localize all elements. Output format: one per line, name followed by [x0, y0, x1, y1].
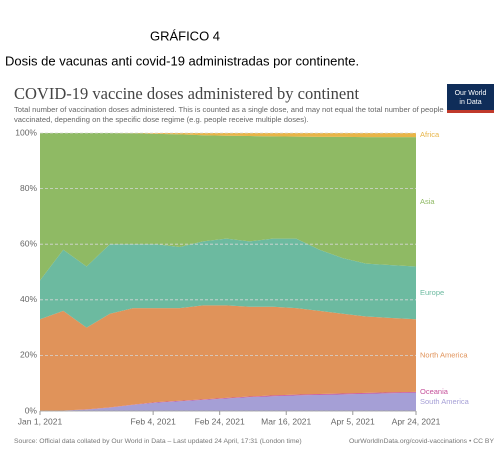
area	[40, 392, 416, 411]
x-tick-label: Mar 16, 2021	[261, 416, 311, 426]
heading: GRÁFICO 4	[150, 28, 220, 43]
legend-label: Africa	[420, 130, 440, 139]
logo-text: Our World	[455, 90, 487, 97]
source-note: Source: Official data collated by Our Wo…	[14, 438, 302, 445]
chart-subtitle: vaccinated, depending on the specific do…	[14, 115, 309, 124]
y-tick-label: 0%	[25, 405, 38, 415]
area	[40, 238, 416, 328]
area	[40, 133, 416, 281]
caption: Dosis de vacunas anti covid-19 administr…	[5, 53, 359, 68]
legend-label: Oceania	[420, 387, 449, 396]
y-tick-label: 100%	[15, 127, 37, 137]
chart-title: COVID-19 vaccine doses administered by c…	[14, 84, 359, 103]
legend-label: Europe	[420, 288, 444, 297]
logo-box	[447, 84, 494, 113]
x-tick-label: Jan 1, 2021	[18, 416, 63, 426]
legend-label: Asia	[420, 197, 435, 206]
x-tick-label: Feb 24, 2021	[195, 416, 245, 426]
area	[40, 305, 416, 411]
license-note: OurWorldInData.org/covid-vaccinations • …	[349, 438, 495, 445]
legend-label: North America	[420, 351, 468, 360]
x-tick-label: Feb 4, 2021	[130, 416, 176, 426]
logo-text: in Data	[459, 99, 481, 106]
legend-label: South America	[420, 397, 470, 406]
x-tick-label: Apr 24, 2021	[392, 416, 441, 426]
y-tick-label: 60%	[20, 238, 37, 248]
y-tick-label: 80%	[20, 183, 37, 193]
chart-subtitle: Total number of vaccination doses admini…	[14, 105, 444, 114]
x-tick-label: Apr 5, 2021	[331, 416, 375, 426]
y-tick-label: 40%	[20, 294, 37, 304]
y-tick-label: 20%	[20, 350, 37, 360]
area	[40, 133, 416, 138]
logo-bar	[447, 110, 494, 113]
